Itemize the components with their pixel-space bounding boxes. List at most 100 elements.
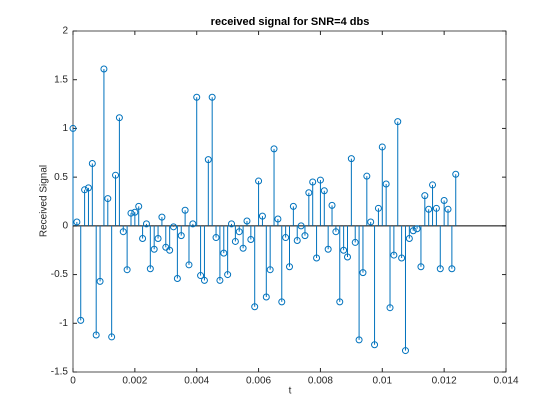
y-tick-label: -1.5 [51, 367, 69, 378]
stem [343, 225, 351, 261]
stem [154, 225, 162, 243]
stem [274, 215, 282, 226]
stem [351, 225, 359, 246]
x-tick-label: 0.01 [373, 376, 393, 387]
stem-marker [270, 145, 278, 153]
stem [92, 225, 100, 339]
y-tick-label: 0.5 [54, 172, 68, 183]
stem-marker [92, 331, 100, 339]
stem-marker [100, 65, 108, 73]
stem-marker [104, 195, 112, 203]
stem [131, 208, 139, 226]
stem-marker [328, 201, 336, 209]
stem-marker [197, 272, 205, 280]
stem-marker [394, 118, 402, 126]
y-tick-label: 2 [62, 26, 68, 37]
stem [444, 205, 452, 226]
stem [390, 225, 398, 259]
stem [177, 225, 185, 240]
stem [243, 217, 251, 226]
stem-marker [320, 187, 328, 195]
y-tick-label: 1.5 [54, 74, 68, 85]
stem [181, 206, 189, 226]
stem-marker [150, 245, 158, 253]
x-tick-label: 0.006 [246, 376, 271, 387]
stem-marker [135, 202, 143, 210]
stem [173, 225, 181, 282]
stem-marker [448, 265, 456, 273]
stem-marker [398, 254, 406, 262]
stem-marker [452, 170, 460, 178]
stem [193, 93, 201, 226]
stem [355, 225, 363, 344]
stem-marker [309, 178, 317, 186]
stem-marker [112, 171, 120, 179]
stem-marker [142, 220, 150, 228]
stem-marker [371, 341, 379, 349]
stem [278, 225, 286, 306]
stem-marker [405, 235, 413, 243]
stem-marker [84, 184, 92, 192]
x-axis-label: t [289, 386, 292, 397]
stem [417, 225, 425, 271]
stem-marker [440, 197, 448, 205]
stem [340, 225, 348, 254]
stem [382, 180, 390, 226]
stem [135, 202, 143, 226]
stem [398, 225, 406, 262]
stem [197, 225, 205, 280]
stem-marker [278, 298, 286, 306]
x-tick-label: 0.008 [308, 376, 333, 387]
stem-marker [181, 206, 189, 214]
x-tick-label: 0.004 [184, 376, 209, 387]
stem-marker [429, 181, 437, 189]
stem [305, 189, 313, 226]
stem [401, 225, 409, 355]
stem [119, 225, 127, 236]
stem [436, 225, 444, 273]
stem [69, 124, 77, 226]
stem [224, 225, 232, 279]
stem-marker [81, 186, 89, 194]
stem-marker [297, 222, 305, 230]
stem-marker [289, 202, 297, 210]
stem-marker [401, 347, 409, 355]
stem-marker [216, 276, 224, 284]
stem-marker [382, 180, 390, 188]
stem-marker [421, 192, 429, 200]
stem [228, 220, 236, 228]
stem [324, 225, 332, 253]
stem [429, 181, 437, 226]
stem [316, 176, 324, 226]
stem-marker [154, 235, 162, 243]
stem-marker [123, 266, 131, 274]
stem [293, 225, 301, 244]
stem [127, 209, 135, 226]
x-tick-label: 0.002 [122, 376, 147, 387]
y-tick-label: 0 [62, 220, 68, 231]
stem [235, 225, 243, 236]
stem-marker [367, 218, 375, 226]
stem [409, 225, 417, 235]
stem [115, 114, 123, 226]
stem-marker [224, 271, 232, 279]
stem [158, 213, 166, 226]
stem-marker [243, 217, 251, 225]
stem-marker [332, 228, 340, 236]
stem-marker [417, 263, 425, 271]
x-tick-label: 0 [70, 376, 76, 387]
stem-marker [189, 220, 197, 228]
y-tick-label: -0.5 [51, 269, 69, 280]
stem [394, 118, 402, 226]
stem-marker [108, 333, 116, 341]
stem [185, 225, 193, 269]
stem-marker [204, 156, 212, 164]
stem-marker [282, 234, 290, 242]
stem-marker [127, 209, 135, 217]
stem-marker [251, 303, 259, 311]
stem-marker [355, 336, 363, 344]
stem [421, 192, 429, 226]
stem [282, 225, 290, 242]
stem [347, 155, 355, 226]
